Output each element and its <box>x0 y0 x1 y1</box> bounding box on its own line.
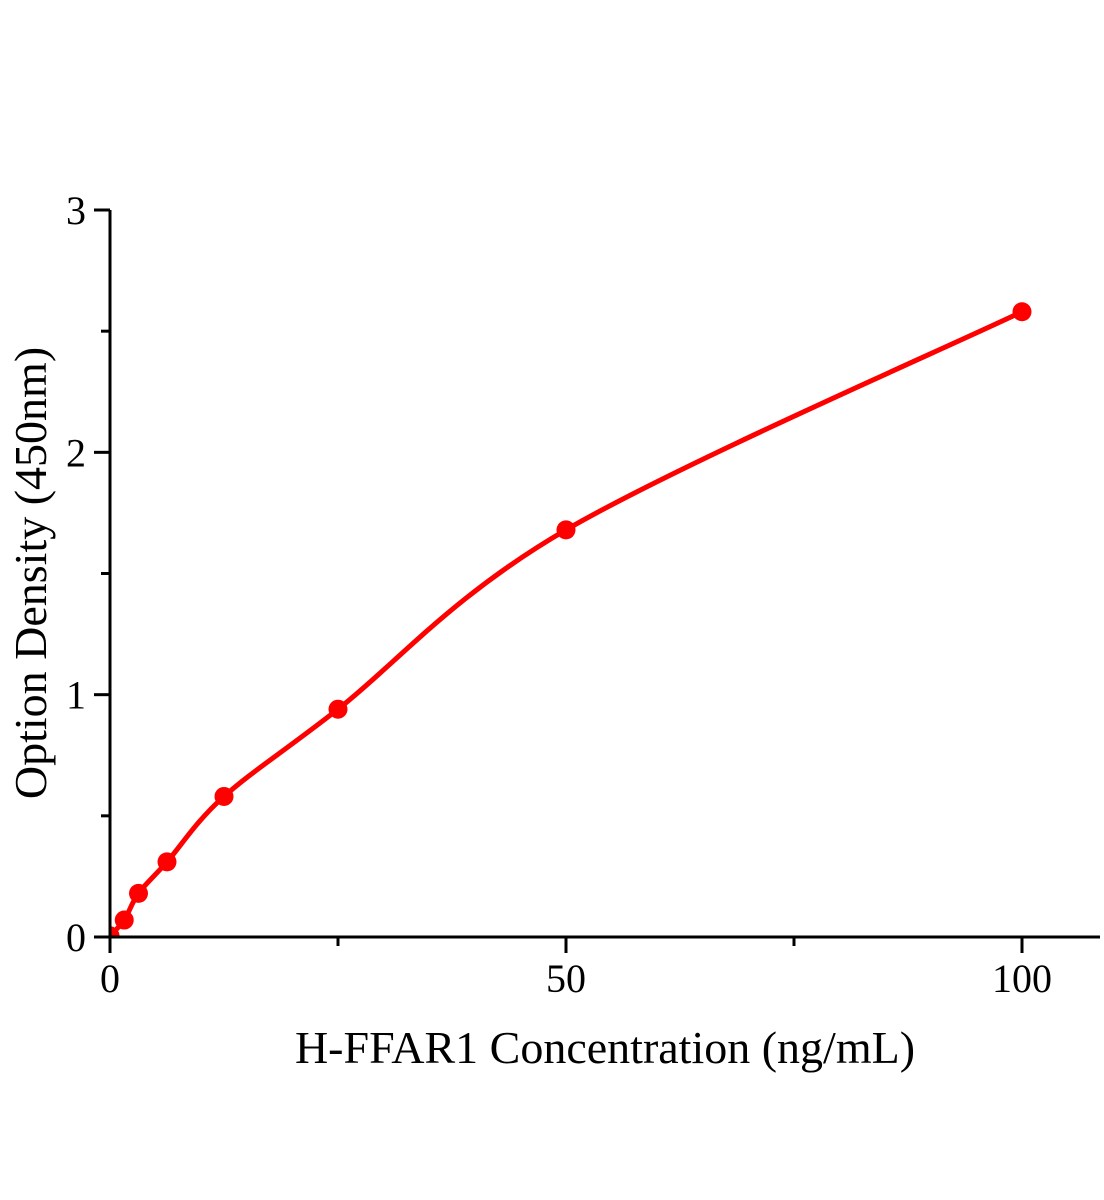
y-tick-label: 2 <box>66 430 86 475</box>
x-tick-label: 100 <box>992 956 1052 1001</box>
data-point-marker <box>556 520 576 540</box>
data-point-marker <box>129 883 148 903</box>
axes-layer: 0 1 2 3 0 50 100 <box>66 188 1100 1001</box>
y-tick-label: 1 <box>66 673 86 718</box>
y-axis-title: Option Density (450nm) <box>5 347 56 799</box>
data-point-marker <box>114 910 134 930</box>
data-point-marker <box>1012 302 1032 322</box>
curve-path <box>111 309 1025 936</box>
series-layer <box>111 302 1032 936</box>
data-point-marker <box>111 926 120 936</box>
x-axis-title: H-FFAR1 Concentration (ng/mL) <box>295 1022 915 1073</box>
y-tick-label: 3 <box>66 188 86 233</box>
data-point-marker <box>157 852 177 872</box>
x-tick-label: 0 <box>100 956 120 1001</box>
y-tick-label: 0 <box>66 915 86 960</box>
data-point-marker <box>328 699 348 719</box>
x-tick-label: 50 <box>546 956 586 1001</box>
data-point-marker <box>214 786 234 806</box>
